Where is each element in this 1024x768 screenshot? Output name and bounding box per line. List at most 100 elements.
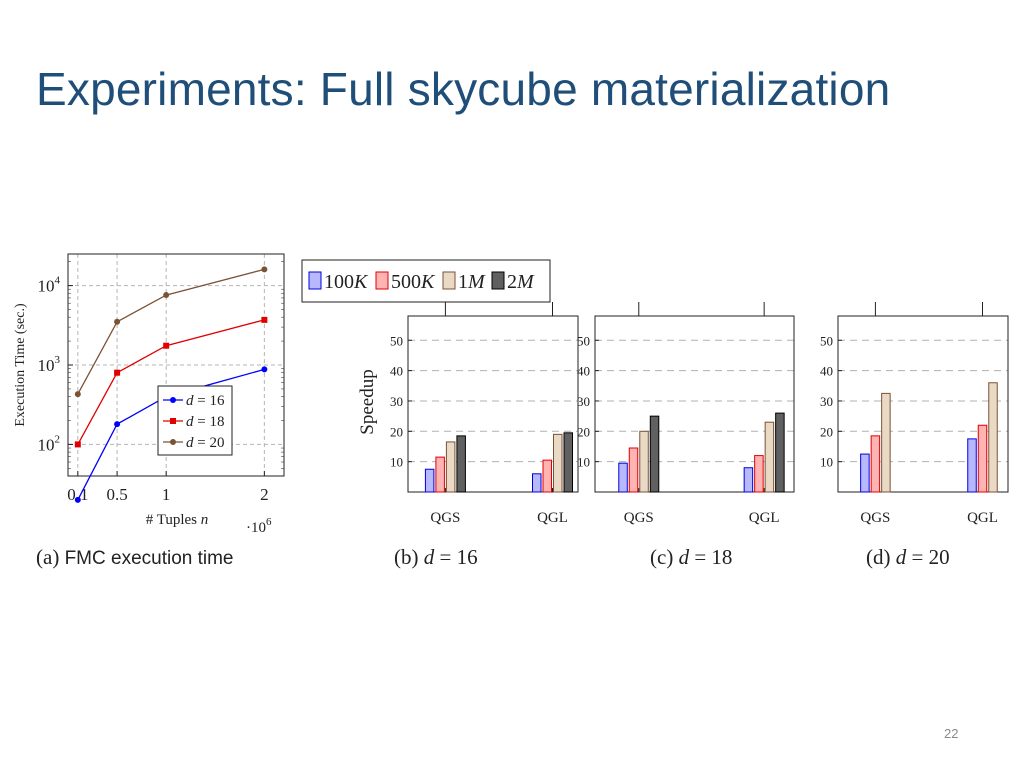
- legend-var: d: [186, 393, 194, 409]
- bar-legend-box: [301, 259, 551, 303]
- chart-b-bar-0-1: [435, 456, 445, 493]
- bar-legend-label-3: 2M: [507, 271, 535, 293]
- legend-rest: = 18: [194, 414, 225, 430]
- chart-d-category-label-0: QGS: [860, 510, 890, 526]
- chart-b-caption: (b) d = 16: [394, 545, 478, 569]
- caption-var: d: [896, 545, 907, 569]
- chart-b-y-tick-label-4: 50: [390, 333, 403, 348]
- bar-legend-num: 100: [324, 271, 354, 293]
- y-tick-base: 10: [38, 277, 55, 296]
- legend-rest: = 16: [194, 393, 225, 409]
- chart-d-bar-1-1: [977, 424, 988, 493]
- chart-c-y-tick-label-2: 30: [577, 394, 590, 409]
- y-tick-base: 10: [38, 435, 55, 454]
- chart-b-y-tick-label-3: 40: [390, 364, 403, 379]
- chart-c-bar-1-0: [743, 467, 754, 493]
- legend-a-label-1: d = 18: [186, 414, 224, 430]
- chart-b-y-axis-label: Speedup: [357, 369, 378, 434]
- legend-a-marker-1: [170, 418, 176, 424]
- chart-b-y-tick-label-0: 10: [390, 455, 403, 470]
- chart-b-bar-1-0: [532, 473, 542, 493]
- bar-legend-unit: K: [420, 271, 436, 293]
- chart-d-y-tick-label-1: 20: [820, 424, 833, 439]
- chart-d-y-tick-label-0: 10: [820, 455, 833, 470]
- bar-legend-label-1: 500K: [391, 271, 436, 293]
- x-axis-multiplier: ·106: [246, 516, 272, 536]
- bar-legend-label-2: 1M: [458, 271, 486, 293]
- chart-b-y-tick-label-2: 30: [390, 394, 403, 409]
- caption-rest: = 18: [689, 545, 732, 569]
- bar-legend-swatch-0: [308, 271, 322, 290]
- chart-c-bar-0-2: [639, 430, 649, 493]
- data-point-1-1: [114, 369, 121, 376]
- caption-prefix: (c): [650, 545, 679, 569]
- chart-b-bar-0-3: [456, 435, 466, 493]
- chart-c-bar-1-2: [764, 421, 775, 493]
- x-tick-label-2: 1: [162, 485, 171, 504]
- chart-b-bar-1-3: [563, 432, 573, 493]
- chart-c-y-tick-label-0: 10: [577, 455, 590, 470]
- data-point-2-2: [163, 292, 170, 299]
- bar-legend-unit: K: [353, 271, 369, 293]
- chart-b-frame: [407, 315, 579, 493]
- chart-c-bar-0-3: [649, 415, 660, 493]
- caption-prefix: (b): [394, 545, 424, 569]
- chart-c-frame: [594, 315, 795, 493]
- bar-legend-unit: M: [516, 271, 535, 293]
- caption-a: (a) FMC execution time: [36, 545, 234, 569]
- x-multiplier-base: ·10: [246, 520, 266, 536]
- legend-rest: = 20: [194, 435, 225, 451]
- chart-d-y-tick-label-3: 40: [820, 364, 833, 379]
- caption-a-prefix: (a): [36, 545, 65, 569]
- y-tick-base: 10: [38, 356, 55, 375]
- bar-legend-num: 500: [391, 271, 421, 293]
- y-tick-label-2: 104: [38, 275, 61, 296]
- bar-legend-num: 2: [507, 271, 517, 293]
- data-point-0-0: [74, 496, 81, 503]
- y-axis-label: Execution Time (sec.): [13, 303, 28, 427]
- data-point-2-0: [74, 391, 81, 398]
- page-title: Experiments: Full skycube materializatio…: [36, 63, 891, 115]
- caption-rest: = 16: [434, 545, 477, 569]
- chart-d-category-label-1: QGL: [967, 510, 998, 526]
- chart-c-y-tick-label-4: 50: [577, 333, 590, 348]
- series-line-1: [77, 319, 265, 445]
- chart-d-bar-0-2: [881, 392, 891, 493]
- chart-c-bar-0-1: [628, 447, 639, 493]
- chart-b-bar-1-1: [542, 459, 552, 493]
- chart-d-bar-0-0: [860, 453, 870, 493]
- series-line-0: [77, 368, 265, 501]
- data-point-1-2: [163, 342, 170, 349]
- chart-c-y-tick-label-1: 20: [577, 424, 590, 439]
- data-point-0-3: [261, 366, 268, 373]
- data-point-1-3: [261, 316, 268, 323]
- legend-a-marker-2: [170, 439, 176, 445]
- y-tick-exponent: 4: [55, 275, 61, 287]
- bar-legend-swatch-2: [442, 271, 456, 290]
- chart-d-bar-1-2: [988, 382, 998, 493]
- chart-c-bar-1-1: [754, 455, 764, 493]
- chart-b-bar-1-2: [553, 433, 563, 493]
- legend-var: d: [186, 435, 194, 451]
- page-number: 22: [944, 726, 959, 741]
- chart-d-caption: (d) d = 20: [866, 545, 950, 569]
- chart-c-y-tick-label-3: 40: [577, 364, 590, 379]
- chart-b-y-tick-label-1: 20: [390, 424, 403, 439]
- y-tick-exponent: 3: [55, 354, 61, 366]
- y-tick-label-1: 103: [38, 354, 61, 375]
- chart-b-category-label-0: QGS: [430, 510, 460, 526]
- chart-d-frame: [837, 315, 1009, 493]
- y-tick-label-0: 102: [38, 433, 61, 454]
- caption-prefix: (d): [866, 545, 896, 569]
- chart-d-bar-1-0: [967, 438, 977, 493]
- chart-b-bar-0-0: [424, 468, 435, 493]
- caption-a-text: FMC execution time: [65, 548, 234, 569]
- x-multiplier-exponent: 6: [266, 516, 272, 528]
- chart-d-y-tick-label-2: 30: [820, 394, 833, 409]
- data-point-2-1: [114, 318, 121, 325]
- x-tick-label-1: 0.5: [106, 485, 127, 504]
- bar-legend-swatch-1: [375, 271, 389, 290]
- caption-var: d: [679, 545, 690, 569]
- bar-legend-unit: M: [467, 271, 486, 293]
- caption-var: d: [424, 545, 435, 569]
